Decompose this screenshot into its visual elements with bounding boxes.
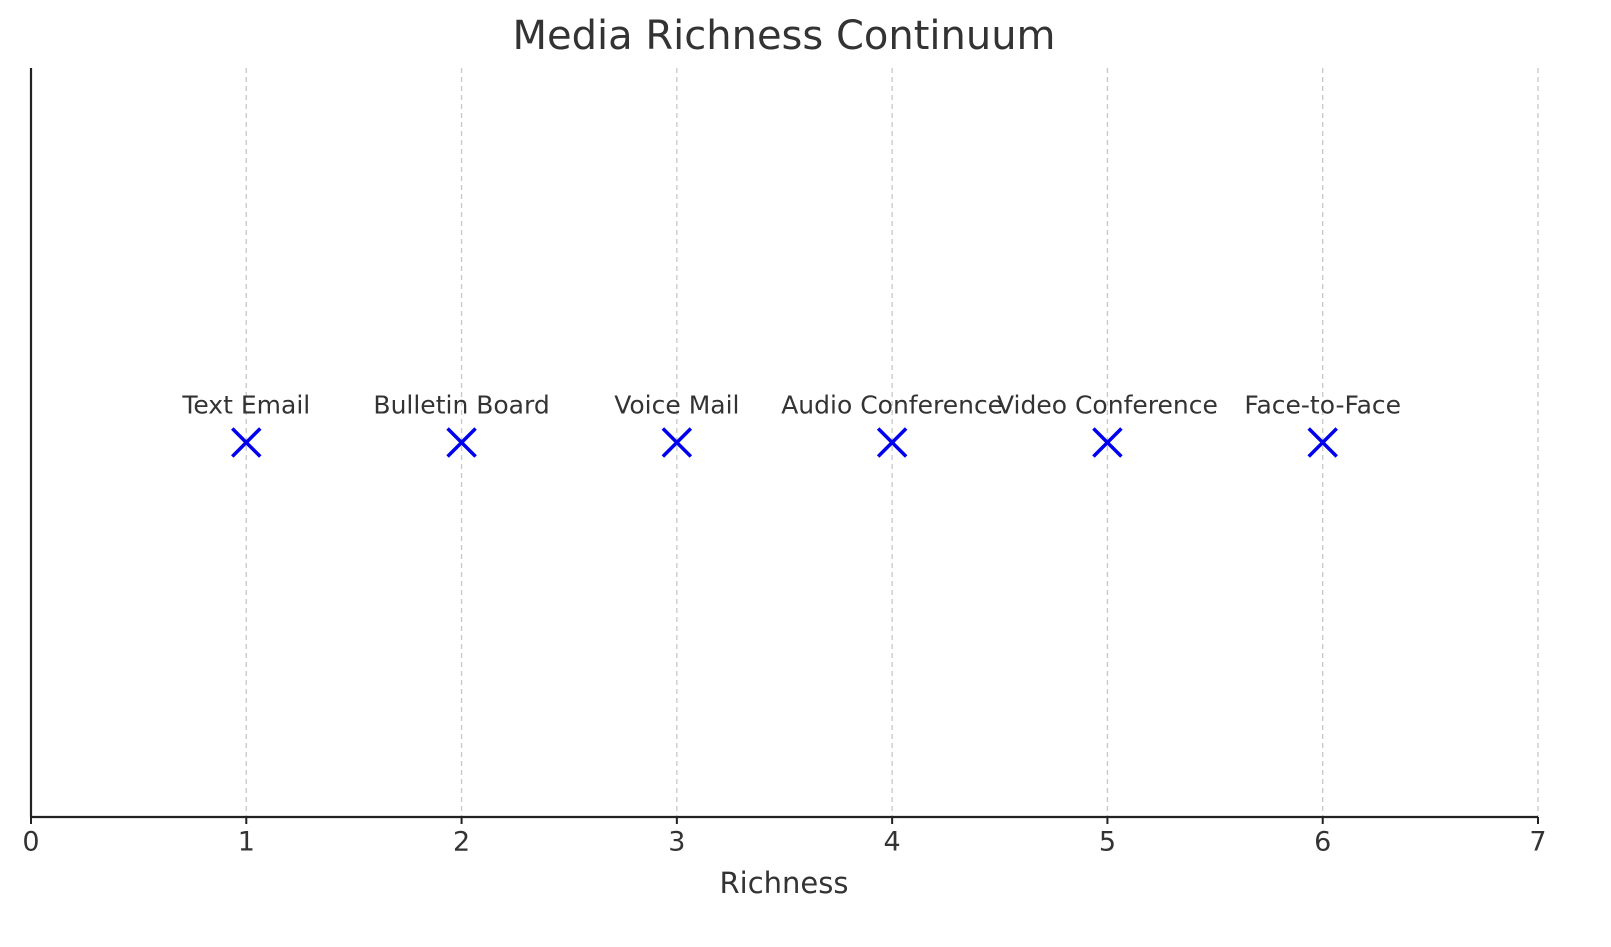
chart-title: Media Richness Continuum: [512, 13, 1055, 59]
x-tick-label: 7: [1529, 827, 1546, 858]
point: [876, 427, 908, 458]
point: [1307, 427, 1338, 458]
point-label: Voice Mail: [614, 391, 739, 420]
x-tick-label: 6: [1314, 827, 1331, 858]
x-tick-label: 3: [668, 827, 685, 858]
point: [446, 427, 477, 458]
x-axis-label: Richness: [720, 866, 849, 900]
x-tick-label: 1: [238, 827, 255, 858]
point-label: Video Conference: [997, 391, 1218, 420]
point-label: Audio Conference: [781, 391, 1003, 420]
point: [661, 427, 693, 458]
point: [231, 427, 262, 458]
point-label: Text Email: [181, 391, 310, 420]
x-tick-label: 4: [884, 827, 901, 858]
point-label: Face-to-Face: [1244, 391, 1401, 420]
point-label: Bulletin Board: [373, 391, 549, 420]
point: [1092, 427, 1123, 458]
x-tick-label: 5: [1099, 827, 1116, 858]
x-tick-label: 2: [453, 827, 470, 858]
x-tick-label: 0: [22, 827, 39, 858]
